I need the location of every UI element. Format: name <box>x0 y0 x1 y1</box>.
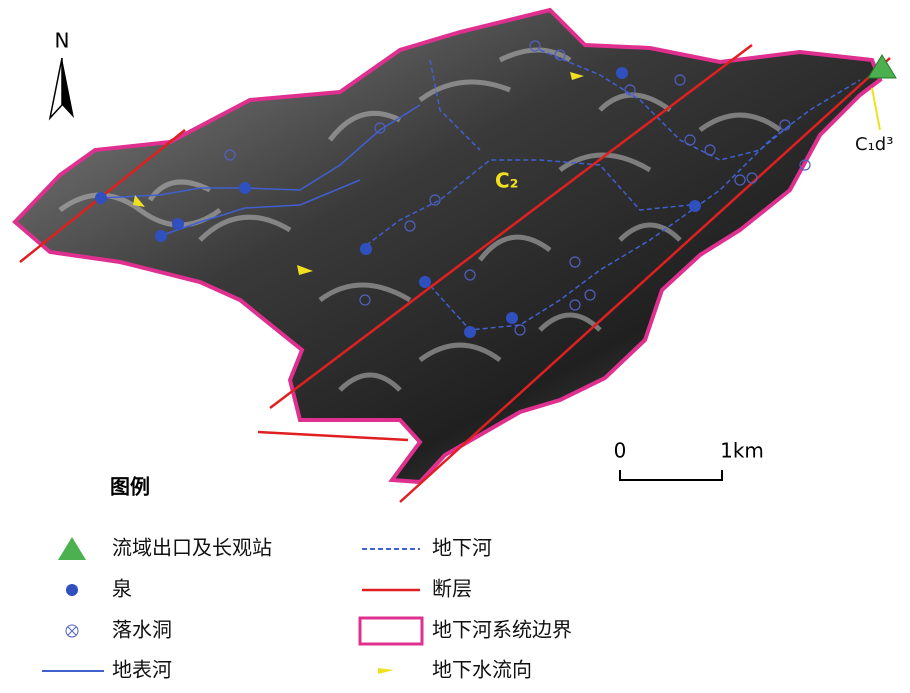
underground-rivers <box>359 49 861 331</box>
surface-rivers <box>99 104 421 237</box>
terrain <box>13 8 882 484</box>
scale-bar: 0 1km <box>614 439 764 481</box>
legend-label: 地下水流向 <box>432 658 532 682</box>
formation-label: C₂ <box>495 169 518 193</box>
legend-label: 落水洞 <box>112 618 172 642</box>
legend-label: 断层 <box>432 577 472 601</box>
north-arrow: N <box>48 29 74 121</box>
springs <box>95 67 701 338</box>
legend-label: 地表河 <box>112 658 172 682</box>
sinkholes <box>224 40 811 336</box>
north-label: N <box>55 29 70 53</box>
legend-title: 图例 <box>110 475 150 499</box>
outlet-station <box>867 54 897 131</box>
legend-label: 地下河系统边界 <box>432 618 572 642</box>
legend-label: 泉 <box>112 577 132 601</box>
legend: 流域出口及长观站 泉 落水洞 地表河 地下河 断层 地下河系统边界 地下水流向 <box>42 536 572 682</box>
legend-label: 流域出口及长观站 <box>112 536 272 560</box>
scale-start: 0 <box>614 439 627 463</box>
formation-label: C₁d³ <box>855 134 893 155</box>
flow-arrows <box>133 72 584 275</box>
scale-end: 1km <box>720 439 764 463</box>
legend-label: 地下河 <box>432 536 492 560</box>
